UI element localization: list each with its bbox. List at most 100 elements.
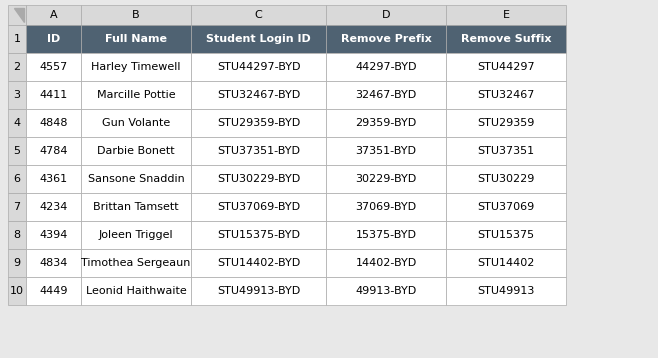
Text: STU37069: STU37069 <box>477 202 534 212</box>
Text: STU29359-BYD: STU29359-BYD <box>217 118 300 128</box>
Text: B: B <box>132 10 139 20</box>
Bar <box>446 137 566 165</box>
Text: STU30229: STU30229 <box>477 174 535 184</box>
Bar <box>8 53 26 81</box>
Bar <box>8 165 26 193</box>
Text: 4: 4 <box>13 118 20 128</box>
Text: 37351-BYD: 37351-BYD <box>355 146 417 156</box>
Bar <box>81 25 191 53</box>
Text: Harley Timewell: Harley Timewell <box>91 62 181 72</box>
Bar <box>446 277 566 305</box>
Bar <box>446 81 566 109</box>
Bar <box>191 109 326 137</box>
Bar <box>26 249 81 277</box>
Text: 4834: 4834 <box>39 258 68 268</box>
Text: 29359-BYD: 29359-BYD <box>355 118 417 128</box>
Text: 14402-BYD: 14402-BYD <box>355 258 417 268</box>
Bar <box>446 109 566 137</box>
Bar <box>191 249 326 277</box>
Bar <box>326 109 446 137</box>
Bar <box>26 165 81 193</box>
Text: STU32467-BYD: STU32467-BYD <box>217 90 300 100</box>
Bar <box>191 53 326 81</box>
Bar <box>446 53 566 81</box>
Text: Gun Volante: Gun Volante <box>102 118 170 128</box>
Text: 4557: 4557 <box>39 62 68 72</box>
Bar <box>326 165 446 193</box>
Bar <box>191 137 326 165</box>
Text: STU49913: STU49913 <box>477 286 535 296</box>
Bar <box>326 221 446 249</box>
Bar <box>326 53 446 81</box>
Text: C: C <box>255 10 263 20</box>
Bar <box>81 53 191 81</box>
Polygon shape <box>14 8 24 22</box>
Bar <box>8 193 26 221</box>
Text: Sansone Snaddin: Sansone Snaddin <box>88 174 184 184</box>
Text: 8: 8 <box>13 230 20 240</box>
Bar <box>326 25 446 53</box>
Text: Student Login ID: Student Login ID <box>206 34 311 44</box>
Text: Timothea Sergeaun: Timothea Sergeaun <box>82 258 191 268</box>
Bar <box>326 193 446 221</box>
Bar <box>326 81 446 109</box>
Text: STU44297-BYD: STU44297-BYD <box>216 62 300 72</box>
Text: A: A <box>50 10 57 20</box>
Bar <box>26 5 81 25</box>
Text: 1: 1 <box>14 34 20 44</box>
Text: STU15375: STU15375 <box>478 230 534 240</box>
Text: 4449: 4449 <box>39 286 68 296</box>
Text: D: D <box>382 10 390 20</box>
Text: 4394: 4394 <box>39 230 68 240</box>
Bar <box>81 249 191 277</box>
Text: Marcille Pottie: Marcille Pottie <box>97 90 175 100</box>
Bar <box>26 53 81 81</box>
Text: 4234: 4234 <box>39 202 68 212</box>
Text: Joleen Triggel: Joleen Triggel <box>99 230 173 240</box>
Text: STU15375-BYD: STU15375-BYD <box>217 230 300 240</box>
Bar <box>81 193 191 221</box>
Bar <box>8 249 26 277</box>
Bar <box>326 137 446 165</box>
Bar <box>191 221 326 249</box>
Bar <box>326 277 446 305</box>
Bar <box>8 25 26 53</box>
Bar <box>8 137 26 165</box>
Bar <box>191 165 326 193</box>
Text: STU32467: STU32467 <box>477 90 535 100</box>
Bar <box>191 5 326 25</box>
Text: STU30229-BYD: STU30229-BYD <box>217 174 300 184</box>
Text: STU37351-BYD: STU37351-BYD <box>217 146 300 156</box>
Bar <box>446 193 566 221</box>
Bar <box>26 193 81 221</box>
Text: Brittan Tamsett: Brittan Tamsett <box>93 202 179 212</box>
Bar <box>446 5 566 25</box>
Text: 3: 3 <box>14 90 20 100</box>
Text: Darbie Bonett: Darbie Bonett <box>97 146 175 156</box>
Text: Remove Prefix: Remove Prefix <box>341 34 432 44</box>
Text: STU37069-BYD: STU37069-BYD <box>217 202 300 212</box>
Text: E: E <box>503 10 509 20</box>
Bar <box>26 277 81 305</box>
Bar <box>191 193 326 221</box>
Bar <box>81 137 191 165</box>
Bar <box>8 277 26 305</box>
Text: 7: 7 <box>13 202 20 212</box>
Bar <box>326 5 446 25</box>
Bar <box>8 5 26 25</box>
Text: 32467-BYD: 32467-BYD <box>355 90 417 100</box>
Text: STU44297: STU44297 <box>477 62 535 72</box>
Text: 10: 10 <box>10 286 24 296</box>
Bar <box>446 221 566 249</box>
Text: Remove Suffix: Remove Suffix <box>461 34 551 44</box>
Bar <box>26 137 81 165</box>
Text: 4361: 4361 <box>39 174 68 184</box>
Bar <box>191 277 326 305</box>
Text: 5: 5 <box>14 146 20 156</box>
Text: 15375-BYD: 15375-BYD <box>355 230 417 240</box>
Text: 30229-BYD: 30229-BYD <box>355 174 417 184</box>
Bar <box>81 5 191 25</box>
Text: 4411: 4411 <box>39 90 68 100</box>
Bar <box>81 165 191 193</box>
Text: Full Name: Full Name <box>105 34 167 44</box>
